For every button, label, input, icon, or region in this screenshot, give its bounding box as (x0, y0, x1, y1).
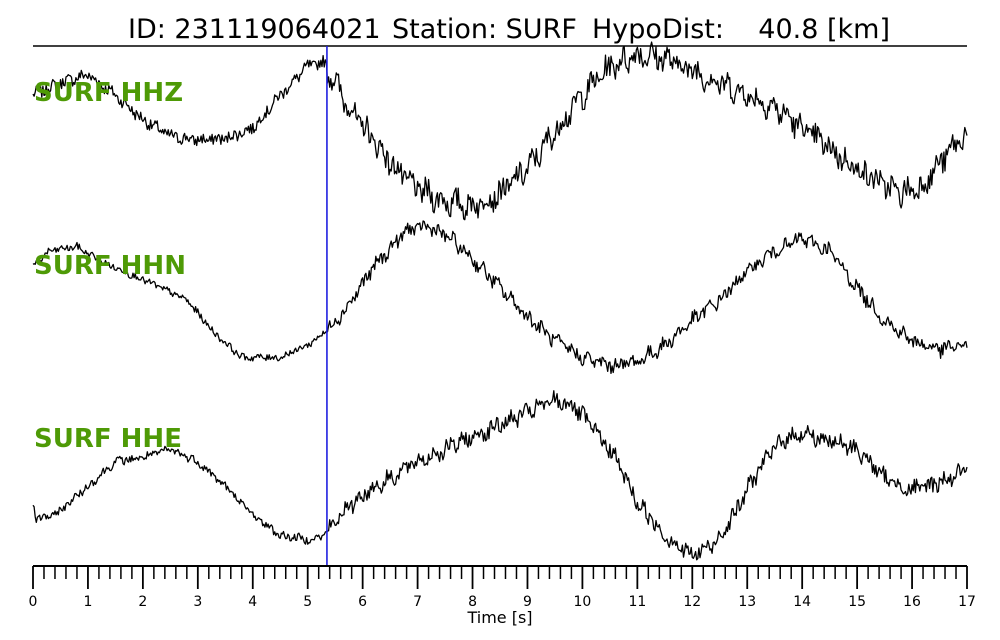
x-axis-label: Time [s] (466, 608, 532, 627)
tick-label: 4 (248, 594, 257, 610)
waveform-trace-3 (32, 390, 968, 561)
traces-layer (32, 41, 968, 561)
tick-label: 8 (468, 594, 477, 610)
time-axis: 0 1 2 3 4 5 6 7 8 9 10 11 12 13 14 15 16 17 (29, 565, 976, 610)
hypo-distance-text: HypoDist: 40.8 [km] (592, 14, 890, 45)
waveform-trace-1 (32, 41, 968, 221)
tick-label: 9 (523, 594, 532, 610)
tick-label: 1 (83, 594, 92, 610)
tick-label: 14 (793, 594, 811, 610)
event-id-text: ID: 231119064021 (128, 14, 381, 45)
figure-title: ID: 231119064021 Station: SURF HypoDist:… (128, 14, 890, 45)
tick-label: 5 (303, 594, 312, 610)
tick-label: 7 (413, 594, 422, 610)
channel-label-3: SURF HHE (34, 424, 182, 454)
tick-label: 17 (958, 594, 976, 610)
channel-label-1: SURF HHZ (34, 78, 183, 108)
channel-label-2: SURF HHN (34, 251, 186, 281)
tick-label: 3 (193, 594, 202, 610)
waveform-trace-2 (32, 220, 968, 375)
tick-label: 6 (358, 594, 367, 610)
channel-labels: SURF HHZ SURF HHN SURF HHE (34, 78, 186, 454)
tick-label: 2 (138, 594, 147, 610)
tick-label: 0 (29, 594, 38, 610)
tick-label: 13 (738, 594, 756, 610)
station-text: Station: SURF (392, 14, 577, 45)
tick-label: 15 (848, 594, 866, 610)
tick-label: 10 (573, 594, 591, 610)
tick-label: 12 (683, 594, 701, 610)
tick-label: 16 (903, 594, 921, 610)
tick-label: 11 (628, 594, 646, 610)
